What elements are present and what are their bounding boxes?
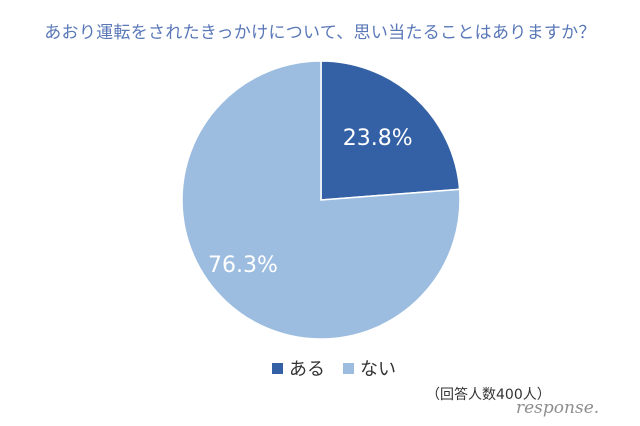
- watermark-logo: response.: [516, 398, 600, 418]
- legend-label-nai: ない: [360, 359, 396, 380]
- legend-item-aru: ある: [272, 355, 325, 381]
- chart-title: あおり運転をされたきっかけについて、思い当たることはありますか？: [44, 23, 596, 43]
- pie-slice-0: [320, 60, 461, 201]
- pie-label-0: 23.8%: [343, 126, 413, 151]
- legend-label-aru: ある: [289, 359, 325, 380]
- legend-swatch-aru: [272, 362, 283, 374]
- pie-slice-1: [181, 60, 461, 340]
- legend-swatch-nai: [343, 362, 354, 374]
- legend: ある ない: [272, 355, 414, 381]
- pie-label-1: 76.3%: [208, 253, 278, 278]
- legend-item-nai: ない: [343, 355, 396, 381]
- respondent-note: （回答人数400人）: [426, 387, 551, 403]
